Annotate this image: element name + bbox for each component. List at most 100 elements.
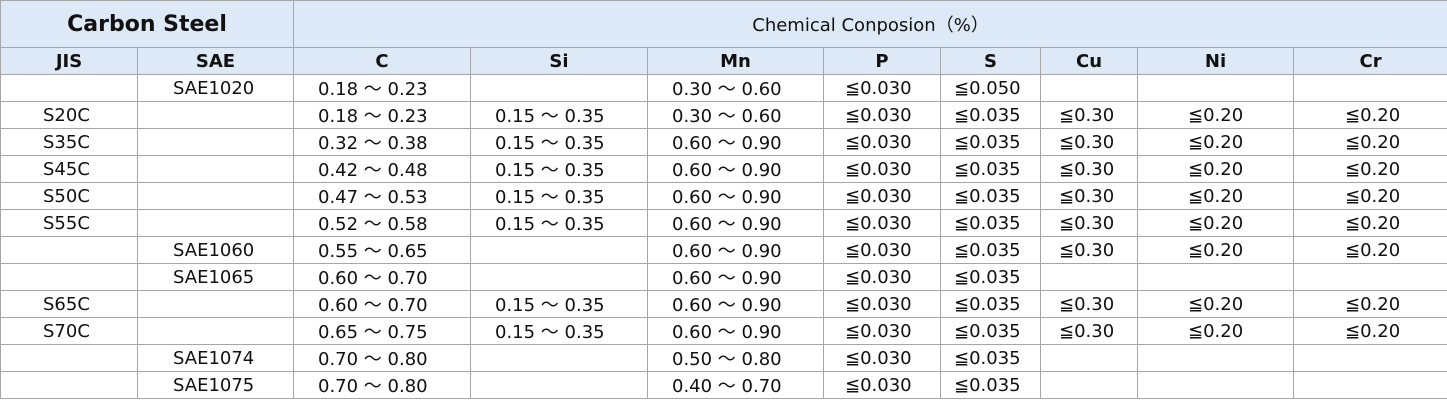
table-row: SAE1074 0.70 ～ 0.80 0.50 ～ 0.80 ≦0.030 ≦0.03… bbox=[0, 344, 1447, 372]
table-cell bbox=[137, 290, 294, 318]
table-cell: SAE1075 bbox=[137, 371, 294, 399]
table-cell: 0.30 ～ 0.60 bbox=[647, 74, 824, 102]
table-cell: ≦0.030 bbox=[823, 290, 941, 318]
table-row: S65C 0.60 ～ 0.70 0.15 ～ 0.35 0.60 ～ 0.90 ≦0.… bbox=[0, 290, 1447, 318]
table-row: SAE1075 0.70 ～ 0.80 0.40 ～ 0.70 ≦0.030 ≦0.03… bbox=[0, 371, 1447, 399]
table-body: SAE1020 0.18 ～ 0.23 0.30 ～ 0.60 ≦0.030 ≦0.05… bbox=[0, 74, 1447, 399]
table-cell: ≦0.035 bbox=[940, 128, 1041, 156]
table-cell: SAE1074 bbox=[137, 344, 294, 372]
table-cell: ≦0.20 bbox=[1137, 155, 1294, 183]
title-row: Carbon Steel Chemical Conposion（%） bbox=[0, 0, 1447, 48]
table-cell: SAE1065 bbox=[137, 263, 294, 291]
table-cell: ≦0.030 bbox=[823, 209, 941, 237]
table-cell: ≦0.30 bbox=[1040, 128, 1138, 156]
table-cell bbox=[0, 371, 138, 399]
column-header: C bbox=[293, 47, 471, 75]
column-header: Si bbox=[470, 47, 648, 75]
table-cell: ≦0.035 bbox=[940, 182, 1041, 210]
table-cell bbox=[137, 155, 294, 183]
column-header: SAE bbox=[137, 47, 294, 75]
table-cell bbox=[1137, 263, 1294, 291]
table-cell bbox=[1137, 371, 1294, 399]
table-cell: ≦0.030 bbox=[823, 182, 941, 210]
table-cell: 0.18 ～ 0.23 bbox=[293, 74, 471, 102]
table-cell bbox=[1040, 263, 1138, 291]
table-cell bbox=[1292, 371, 1447, 399]
table-cell: ≦0.030 bbox=[823, 263, 941, 291]
table-cell: ≦0.030 bbox=[823, 371, 941, 399]
table-cell: ≦0.035 bbox=[940, 101, 1041, 129]
table-cell: ≦0.035 bbox=[940, 263, 1041, 291]
table-cell: ≦0.20 bbox=[1137, 236, 1294, 264]
table-cell: ≦0.030 bbox=[823, 344, 941, 372]
table-cell: ≦0.035 bbox=[940, 209, 1041, 237]
table-cell: S45C bbox=[0, 155, 138, 183]
table-cell: 0.15 ～ 0.35 bbox=[470, 155, 648, 183]
table-cell: ≦0.20 bbox=[1137, 128, 1294, 156]
table-cell bbox=[1137, 74, 1294, 102]
table-cell bbox=[137, 128, 294, 156]
table-cell: ≦0.030 bbox=[823, 128, 941, 156]
table-cell: ≦0.30 bbox=[1040, 317, 1138, 345]
table-cell: 0.60 ～ 0.90 bbox=[647, 128, 824, 156]
table-cell: 0.47 ～ 0.53 bbox=[293, 182, 471, 210]
table-cell: 0.18 ～ 0.23 bbox=[293, 101, 471, 129]
table-cell: 0.60 ～ 0.90 bbox=[647, 290, 824, 318]
column-header: S bbox=[940, 47, 1041, 75]
column-header: P bbox=[823, 47, 941, 75]
table-cell: ≦0.20 bbox=[1292, 128, 1447, 156]
column-header-row: JIS SAE C Si Mn P S Cu Ni Cr bbox=[0, 47, 1447, 75]
column-header: Cu bbox=[1040, 47, 1138, 75]
table-cell: 0.60 ～ 0.90 bbox=[647, 236, 824, 264]
table-cell: 0.65 ～ 0.75 bbox=[293, 317, 471, 345]
table-cell bbox=[1040, 344, 1138, 372]
table-cell: 0.60 ～ 0.90 bbox=[647, 209, 824, 237]
table-row: S50C 0.47 ～ 0.53 0.15 ～ 0.35 0.60 ～ 0.90 ≦0.… bbox=[0, 182, 1447, 210]
table-cell: ≦0.20 bbox=[1137, 182, 1294, 210]
table-cell: 0.15 ～ 0.35 bbox=[470, 209, 648, 237]
table-cell: ≦0.30 bbox=[1040, 182, 1138, 210]
table-cell bbox=[0, 263, 138, 291]
table-cell: 0.60 ～ 0.70 bbox=[293, 263, 471, 291]
table-title: Carbon Steel bbox=[0, 0, 294, 48]
table-cell: ≦0.035 bbox=[940, 236, 1041, 264]
table-cell: ≦0.035 bbox=[940, 290, 1041, 318]
table-cell: 0.60 ～ 0.90 bbox=[647, 155, 824, 183]
table-cell: 0.50 ～ 0.80 bbox=[647, 344, 824, 372]
table-cell: 0.15 ～ 0.35 bbox=[470, 128, 648, 156]
table-cell bbox=[470, 74, 648, 102]
table-cell: SAE1020 bbox=[137, 74, 294, 102]
table-cell bbox=[137, 209, 294, 237]
table-cell: S20C bbox=[0, 101, 138, 129]
table-cell: 0.40 ～ 0.70 bbox=[647, 371, 824, 399]
table-subtitle: Chemical Conposion（%） bbox=[292, 0, 1447, 48]
carbon-steel-table: Carbon Steel Chemical Conposion（%） JIS SA… bbox=[0, 0, 1447, 399]
table-cell: S65C bbox=[0, 290, 138, 318]
table-cell: ≦0.20 bbox=[1292, 155, 1447, 183]
table-cell bbox=[1040, 74, 1138, 102]
table-cell: ≦0.20 bbox=[1292, 236, 1447, 264]
table-cell: ≦0.035 bbox=[940, 371, 1041, 399]
table-cell: S50C bbox=[0, 182, 138, 210]
table-cell: ≦0.030 bbox=[823, 74, 941, 102]
table-cell bbox=[0, 344, 138, 372]
table-cell: 0.60 ～ 0.70 bbox=[293, 290, 471, 318]
table-cell bbox=[137, 101, 294, 129]
table-cell: 0.42 ～ 0.48 bbox=[293, 155, 471, 183]
table-cell: 0.60 ～ 0.90 bbox=[647, 263, 824, 291]
table-cell: ≦0.035 bbox=[940, 344, 1041, 372]
table-cell bbox=[0, 74, 138, 102]
table-row: SAE1060 0.55 ～ 0.65 0.60 ～ 0.90 ≦0.030 ≦0.03… bbox=[0, 236, 1447, 264]
table-cell bbox=[1137, 344, 1294, 372]
table-cell: ≦0.20 bbox=[1292, 317, 1447, 345]
table-cell: ≦0.30 bbox=[1040, 209, 1138, 237]
table-cell: 0.15 ～ 0.35 bbox=[470, 317, 648, 345]
column-header: Cr bbox=[1292, 47, 1447, 75]
table-cell: ≦0.20 bbox=[1292, 101, 1447, 129]
table-cell: ≦0.20 bbox=[1137, 209, 1294, 237]
table-cell bbox=[1040, 371, 1138, 399]
table-cell: 0.60 ～ 0.90 bbox=[647, 182, 824, 210]
table-cell: SAE1060 bbox=[137, 236, 294, 264]
table-cell: ≦0.030 bbox=[823, 317, 941, 345]
table-cell: 0.32 ～ 0.38 bbox=[293, 128, 471, 156]
